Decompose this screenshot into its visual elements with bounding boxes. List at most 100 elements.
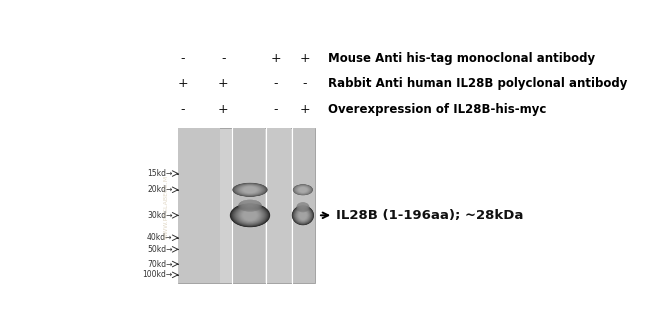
Ellipse shape <box>232 204 268 226</box>
Ellipse shape <box>238 207 262 223</box>
Ellipse shape <box>238 185 263 195</box>
Ellipse shape <box>298 211 307 220</box>
Ellipse shape <box>233 205 267 225</box>
Text: 100kd→: 100kd→ <box>142 270 172 279</box>
Text: -: - <box>181 52 185 65</box>
Ellipse shape <box>296 186 310 194</box>
Ellipse shape <box>297 209 309 221</box>
Ellipse shape <box>235 184 266 196</box>
Ellipse shape <box>240 185 260 194</box>
Ellipse shape <box>237 207 263 224</box>
Ellipse shape <box>241 200 259 206</box>
Bar <box>233 128 265 283</box>
Ellipse shape <box>294 185 311 194</box>
Text: 70kd→: 70kd→ <box>147 260 172 269</box>
Ellipse shape <box>242 186 257 193</box>
Text: +: + <box>300 103 310 116</box>
Ellipse shape <box>294 207 312 224</box>
Ellipse shape <box>235 184 265 196</box>
Ellipse shape <box>300 187 306 192</box>
Text: 40kd→: 40kd→ <box>147 233 172 242</box>
Ellipse shape <box>237 184 263 195</box>
Ellipse shape <box>242 200 258 204</box>
Ellipse shape <box>294 208 311 223</box>
Ellipse shape <box>237 207 263 223</box>
Ellipse shape <box>244 187 255 193</box>
Ellipse shape <box>298 203 307 206</box>
Ellipse shape <box>237 185 263 195</box>
Ellipse shape <box>292 205 314 225</box>
Ellipse shape <box>298 210 308 221</box>
Ellipse shape <box>239 185 261 194</box>
Ellipse shape <box>239 208 261 223</box>
Bar <box>178 128 315 283</box>
Text: -: - <box>274 103 278 116</box>
Ellipse shape <box>294 207 312 224</box>
Ellipse shape <box>239 208 261 223</box>
Ellipse shape <box>293 185 313 195</box>
Text: 15kd→: 15kd→ <box>147 169 172 178</box>
Ellipse shape <box>294 185 312 195</box>
Ellipse shape <box>244 186 257 193</box>
Ellipse shape <box>299 211 307 220</box>
Ellipse shape <box>231 204 268 226</box>
Ellipse shape <box>235 184 265 196</box>
Ellipse shape <box>299 211 307 220</box>
Ellipse shape <box>241 186 259 194</box>
Bar <box>178 128 220 283</box>
Ellipse shape <box>293 185 313 195</box>
Ellipse shape <box>298 203 307 205</box>
Text: -: - <box>274 77 278 90</box>
Ellipse shape <box>298 203 308 208</box>
Ellipse shape <box>240 185 260 194</box>
Ellipse shape <box>294 207 311 223</box>
Ellipse shape <box>292 205 314 225</box>
Ellipse shape <box>296 208 310 222</box>
Ellipse shape <box>296 209 310 222</box>
Ellipse shape <box>242 210 258 221</box>
Ellipse shape <box>237 207 263 224</box>
Text: +: + <box>218 103 229 116</box>
Ellipse shape <box>293 207 313 224</box>
Ellipse shape <box>243 210 257 221</box>
Ellipse shape <box>292 206 313 225</box>
Ellipse shape <box>240 209 260 222</box>
Text: Rabbit Anti human IL28B polyclonal antibody: Rabbit Anti human IL28B polyclonal antib… <box>328 77 627 90</box>
Text: +: + <box>270 52 281 65</box>
Ellipse shape <box>236 184 264 195</box>
Ellipse shape <box>240 209 259 222</box>
Ellipse shape <box>296 208 310 223</box>
Ellipse shape <box>296 209 309 222</box>
Text: 20kd→: 20kd→ <box>147 185 172 194</box>
Ellipse shape <box>233 183 266 196</box>
Ellipse shape <box>235 206 265 225</box>
Ellipse shape <box>240 208 260 222</box>
Text: -: - <box>303 77 307 90</box>
Ellipse shape <box>292 206 313 225</box>
Ellipse shape <box>294 207 311 223</box>
Ellipse shape <box>239 208 262 223</box>
Ellipse shape <box>239 185 261 194</box>
Ellipse shape <box>235 206 265 225</box>
Ellipse shape <box>296 186 309 194</box>
Ellipse shape <box>297 209 309 222</box>
Ellipse shape <box>295 208 311 223</box>
Ellipse shape <box>295 185 311 194</box>
Ellipse shape <box>294 185 311 194</box>
Ellipse shape <box>241 209 259 222</box>
Ellipse shape <box>298 187 307 193</box>
Ellipse shape <box>298 186 308 193</box>
Ellipse shape <box>233 183 267 197</box>
Ellipse shape <box>298 187 307 193</box>
Ellipse shape <box>237 185 263 195</box>
Ellipse shape <box>242 209 259 221</box>
Text: IL28B (1-196aa); ~28kDa: IL28B (1-196aa); ~28kDa <box>335 209 523 222</box>
Text: +: + <box>177 77 188 90</box>
Ellipse shape <box>239 200 261 209</box>
Ellipse shape <box>295 185 311 194</box>
Ellipse shape <box>242 186 258 194</box>
Ellipse shape <box>298 210 308 221</box>
Ellipse shape <box>296 186 310 194</box>
Ellipse shape <box>294 185 312 195</box>
Ellipse shape <box>294 185 312 195</box>
